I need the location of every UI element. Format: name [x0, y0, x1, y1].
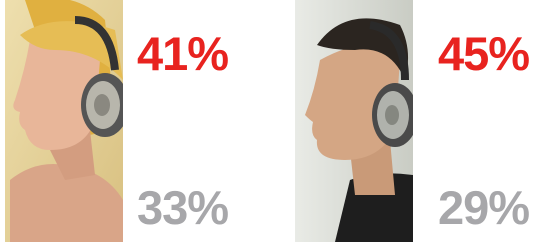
woman-photo: [5, 0, 123, 242]
top-percentage: 41%: [137, 30, 228, 77]
bottom-percentage: 29%: [438, 184, 529, 231]
infographic: 41% 33% 45% 29%: [0, 0, 549, 242]
top-percentage: 45%: [438, 30, 529, 77]
man-photo: [295, 0, 413, 242]
bottom-percentage: 33%: [137, 184, 228, 231]
